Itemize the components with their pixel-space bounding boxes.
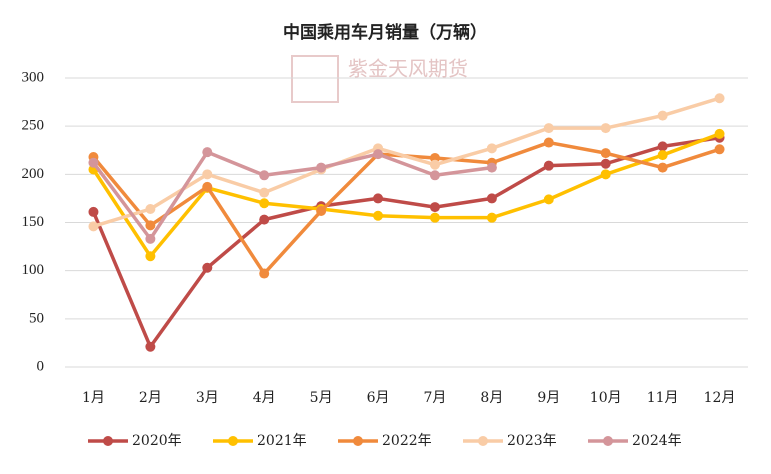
point	[259, 170, 270, 181]
x-tick-label: 8月	[480, 390, 503, 406]
point	[429, 202, 440, 213]
x-tick-label: 7月	[423, 390, 446, 406]
series-line	[92, 140, 721, 276]
point	[600, 123, 611, 134]
point	[543, 160, 554, 171]
x-tick-label: 10月	[590, 390, 622, 406]
point	[145, 233, 156, 244]
y-tick-label: 150	[22, 214, 45, 230]
y-tick-label: 250	[22, 118, 45, 134]
legend-marker	[353, 436, 363, 446]
y-tick-label: 100	[22, 262, 45, 278]
point	[373, 193, 384, 204]
point	[543, 123, 554, 134]
point	[88, 206, 99, 217]
point	[714, 128, 725, 139]
point	[486, 193, 497, 204]
legend-marker	[228, 436, 238, 446]
y-tick-label: 50	[29, 310, 44, 326]
legend-marker	[103, 436, 113, 446]
point	[202, 147, 213, 158]
chart-title: 中国乘用车月销量（万辆）	[283, 22, 487, 43]
x-tick-label: 1月	[82, 390, 105, 406]
point	[429, 212, 440, 223]
y-tick-label: 200	[22, 166, 45, 182]
point	[202, 181, 213, 192]
point	[316, 205, 327, 216]
point	[202, 262, 213, 273]
x-tick-label: 5月	[310, 390, 333, 406]
point	[486, 212, 497, 223]
point	[88, 221, 99, 232]
point	[316, 162, 327, 173]
point	[657, 162, 668, 173]
point	[145, 341, 156, 352]
series-line	[92, 96, 721, 229]
x-tick-label: 9月	[537, 390, 560, 406]
point	[259, 198, 270, 209]
point	[429, 159, 440, 170]
legend-label: 2024年	[632, 433, 682, 449]
x-tick-label: 3月	[196, 390, 219, 406]
legend-label: 2023年	[507, 433, 557, 449]
x-tick-label: 12月	[704, 390, 736, 406]
x-tick-label: 6月	[367, 390, 390, 406]
point	[600, 169, 611, 180]
legend-marker	[478, 436, 488, 446]
point	[259, 214, 270, 225]
legend-label: 2021年	[257, 433, 307, 449]
point	[373, 149, 384, 160]
x-tick-label: 11月	[647, 390, 679, 406]
point	[486, 162, 497, 173]
legend-label: 2022年	[382, 433, 432, 449]
watermark-logo	[291, 55, 339, 103]
point	[88, 157, 99, 168]
y-tick-label: 300	[22, 69, 45, 85]
point	[373, 210, 384, 221]
legend-marker	[603, 436, 613, 446]
watermark: 紫金天风期货	[348, 57, 468, 81]
point	[145, 251, 156, 262]
point	[202, 169, 213, 180]
point	[543, 137, 554, 148]
y-tick-label: 0	[37, 358, 45, 374]
point	[600, 158, 611, 169]
point	[657, 150, 668, 161]
point	[259, 268, 270, 279]
point	[600, 148, 611, 159]
point	[657, 141, 668, 152]
point	[429, 170, 440, 181]
point	[145, 220, 156, 231]
x-tick-label: 2月	[139, 390, 162, 406]
point	[714, 93, 725, 104]
point	[714, 144, 725, 155]
point	[543, 194, 554, 205]
point	[486, 143, 497, 154]
legend-label: 2020年	[132, 433, 182, 449]
x-tick-label: 4月	[253, 390, 276, 406]
point	[145, 204, 156, 215]
point	[657, 110, 668, 121]
series-line	[92, 150, 493, 241]
point	[259, 187, 270, 198]
series-line	[91, 132, 721, 258]
series-line	[91, 135, 720, 349]
